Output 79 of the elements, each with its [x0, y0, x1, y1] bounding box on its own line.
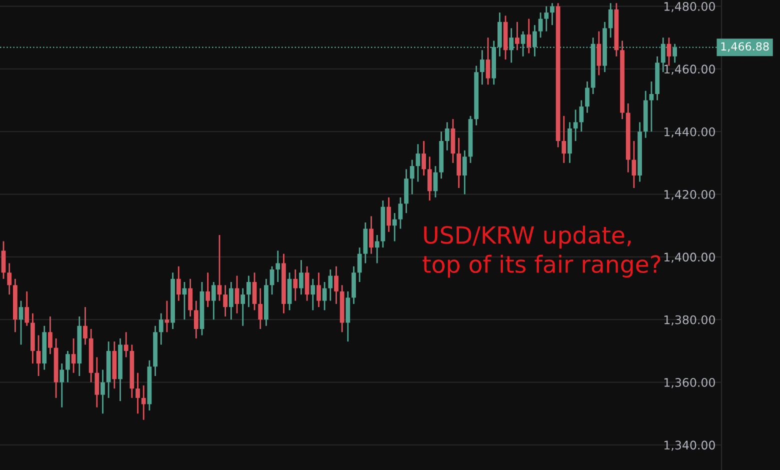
candlestick	[427, 156, 432, 202]
candlestick	[176, 266, 181, 302]
candlestick	[562, 115, 566, 164]
candlestick	[258, 288, 263, 330]
candlestick	[369, 216, 374, 254]
candlestick	[141, 384, 146, 421]
candlestick	[71, 338, 76, 374]
candlestick	[217, 234, 222, 302]
ref-line-label: 1,466.88	[721, 42, 769, 52]
candlestick	[433, 165, 438, 198]
candlestick	[299, 259, 304, 296]
candlestick	[456, 137, 462, 189]
candlestick	[228, 281, 234, 320]
candlestick	[66, 350, 70, 383]
y-tick-label: 1,360.00	[664, 378, 715, 388]
candlestick	[386, 196, 391, 233]
y-tick-label: 1,420.00	[664, 190, 715, 200]
candlestick	[136, 372, 140, 414]
candlestick	[158, 312, 164, 346]
y-tick-label: 1,440.00	[664, 127, 715, 138]
candlestick	[1, 240, 6, 280]
candlestick	[608, 2, 613, 38]
candlestick	[526, 18, 532, 54]
candlestick	[234, 275, 240, 314]
candlestick	[270, 266, 274, 296]
candlestick	[416, 143, 420, 182]
candlestick	[328, 268, 333, 302]
candlestick	[94, 356, 100, 408]
candlestick	[666, 36, 672, 66]
annotation: USD/KRW update, top of its fair range?	[422, 226, 660, 278]
candlestick	[252, 272, 257, 311]
candlestick	[486, 36, 490, 86]
candlestick	[316, 272, 321, 308]
candlestick	[398, 196, 403, 230]
candlestick	[322, 281, 327, 311]
candlestick	[585, 80, 590, 114]
candlestick	[304, 266, 310, 302]
y-tick-label: 1,380.00	[664, 315, 715, 326]
candlestick	[240, 288, 246, 327]
candlestick	[293, 268, 298, 302]
candlestick	[632, 140, 636, 189]
candlestick	[649, 80, 654, 132]
candlestick	[596, 30, 602, 76]
candlestick	[392, 212, 397, 242]
candlestick	[515, 21, 520, 51]
candlestick	[206, 272, 210, 308]
candlestick	[374, 234, 380, 264]
candlestick	[211, 281, 216, 320]
candlestick	[7, 262, 12, 296]
candlestick	[36, 334, 41, 377]
candlestick	[100, 369, 105, 414]
candlestick	[422, 140, 426, 176]
candlestick	[444, 122, 450, 152]
candlestick	[573, 108, 578, 142]
candlestick	[60, 362, 64, 408]
candlestick	[188, 278, 192, 318]
y-tick-label: 1,340.00	[664, 440, 715, 451]
candlestick	[538, 12, 543, 38]
candlestick	[24, 290, 30, 327]
candlestick	[194, 300, 198, 340]
candlestick	[579, 100, 584, 132]
candlestick	[246, 275, 251, 308]
candlestick	[480, 49, 484, 86]
candlestick	[550, 2, 554, 26]
y-tick-label: 1,400.00	[664, 252, 715, 263]
candlestick	[83, 306, 88, 346]
candlestick	[276, 250, 280, 283]
candlestick	[48, 316, 52, 355]
candlestick	[334, 266, 338, 305]
y-tick-label: 1,480.00	[664, 2, 715, 12]
candlestick	[544, 6, 549, 32]
candlestick	[462, 150, 467, 195]
candlestick	[18, 300, 24, 346]
candlestick	[124, 331, 128, 358]
candlestick	[410, 159, 414, 195]
candlestick	[310, 278, 316, 311]
candlestick	[223, 284, 228, 318]
y-tick-label: 1,460.00	[664, 64, 715, 75]
candlestick	[357, 246, 362, 283]
